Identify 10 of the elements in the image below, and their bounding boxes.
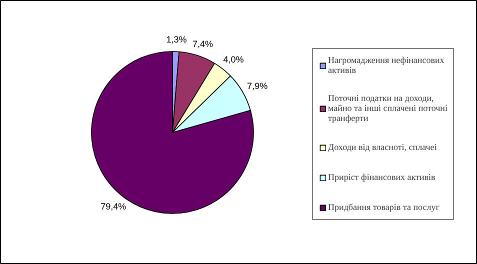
data-label: 1,3%: [166, 34, 187, 45]
legend-label: Поточні податки на доходи, майно та інші сплачені поточні транферти: [328, 93, 448, 123]
data-label: 7,4%: [192, 39, 214, 50]
legend-label: Приріст фінансових активів: [328, 171, 436, 183]
legend-label: Доходи від власноті, сплачеі: [328, 141, 437, 153]
data-label: 4,0%: [223, 54, 244, 65]
data-label: 79,4%: [100, 202, 126, 212]
legend-label: Придбання товарів та послуг: [328, 201, 440, 213]
legend-label: Нагромадження нефінансових активів: [328, 55, 444, 75]
data-label: 7,9%: [247, 80, 268, 91]
